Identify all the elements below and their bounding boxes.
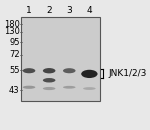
Text: 55: 55 (9, 66, 20, 75)
Ellipse shape (23, 86, 35, 89)
Ellipse shape (83, 87, 96, 90)
Text: JNK1/2/3: JNK1/2/3 (109, 69, 147, 78)
Text: 2: 2 (46, 6, 52, 15)
Ellipse shape (43, 68, 56, 73)
Ellipse shape (43, 87, 56, 90)
Ellipse shape (63, 86, 76, 89)
Text: 95: 95 (9, 38, 20, 47)
Text: 43: 43 (9, 86, 20, 95)
Text: 130: 130 (4, 27, 20, 36)
Ellipse shape (23, 68, 35, 73)
Bar (21, 17, 100, 101)
Text: 4: 4 (87, 6, 92, 15)
Text: 72: 72 (9, 50, 20, 59)
Ellipse shape (63, 68, 76, 73)
Text: 1: 1 (26, 6, 32, 15)
Ellipse shape (43, 78, 56, 83)
Text: 3: 3 (66, 6, 72, 15)
Ellipse shape (81, 70, 98, 78)
Text: 180: 180 (4, 20, 20, 29)
